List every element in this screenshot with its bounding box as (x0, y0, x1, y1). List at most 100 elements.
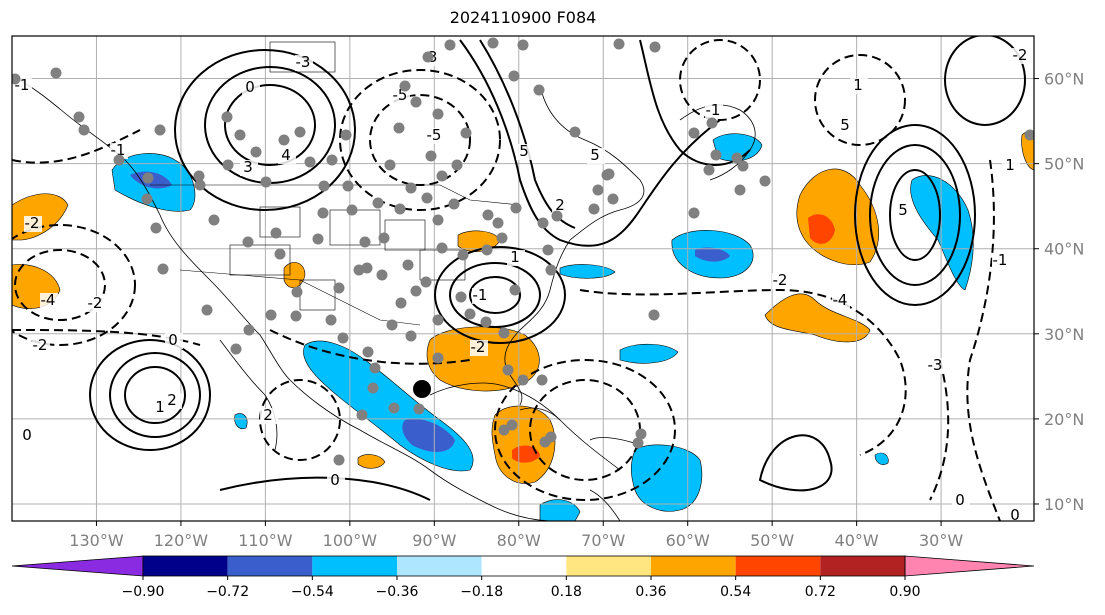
station-dot (421, 192, 433, 204)
station-dot (270, 227, 282, 239)
contour-label: 1 (850, 76, 868, 94)
station-dot (448, 198, 460, 210)
dashed-contours (12, 39, 1001, 521)
station-dot (444, 39, 456, 51)
station-dot (340, 129, 352, 141)
station-dot (222, 159, 234, 171)
contour-label: -2 (772, 271, 790, 289)
blue-area (712, 133, 763, 162)
station-dot (405, 182, 417, 194)
svg-text:5: 5 (590, 146, 600, 164)
blue-area (559, 264, 616, 279)
solid-contours (89, 36, 1026, 501)
svg-text:-1: -1 (706, 101, 721, 119)
svg-text:3: 3 (243, 158, 253, 176)
colorbar-segment (820, 556, 905, 576)
station-dot (703, 164, 715, 176)
contour-label: -2 (32, 336, 50, 354)
contour-label: 3 (240, 158, 258, 176)
colorbar-segment (651, 556, 736, 576)
station-dot (154, 124, 166, 136)
colorbar-segment (312, 556, 397, 576)
station-dot (359, 236, 371, 248)
station-dot (399, 80, 411, 92)
station-dot (290, 310, 302, 322)
station-dot (498, 327, 510, 339)
contour-label: -4 (832, 291, 850, 309)
svg-text:1: 1 (510, 248, 520, 266)
station-dot (436, 242, 448, 254)
svg-text:4: 4 (281, 146, 291, 164)
svg-text:0: 0 (168, 331, 178, 349)
station-dot (451, 159, 463, 171)
station-dot (230, 343, 242, 355)
contour-label: 2 (164, 391, 182, 409)
station-dot (710, 149, 722, 161)
station-dot (706, 117, 718, 129)
station-dot (542, 244, 554, 256)
station-dot (402, 259, 414, 271)
station-dot (265, 309, 277, 321)
contour-label: 0 (327, 471, 345, 489)
station-dot (362, 346, 374, 358)
colorbar-tick-label: 0.72 (805, 584, 836, 600)
station-dot (376, 269, 388, 281)
svg-text:0: 0 (22, 426, 32, 444)
station-dot (632, 437, 644, 449)
svg-text:1: 1 (853, 76, 863, 94)
station-dot (326, 154, 338, 166)
colorbar-tick-label: −0.72 (206, 584, 249, 600)
station-dot (635, 428, 647, 440)
lon-label: 120°W (154, 531, 209, 550)
lon-label: 70°W (581, 531, 625, 550)
lat-label: 10°N (1044, 495, 1084, 514)
station-dot (432, 214, 444, 226)
lon-label: 100°W (323, 531, 378, 550)
svg-text:0: 0 (955, 491, 965, 509)
station-dot (234, 129, 246, 141)
station-dot (545, 264, 557, 276)
contour-label: -3 (927, 356, 945, 374)
colorbar-segment (397, 556, 482, 576)
station-dot (460, 127, 472, 139)
svg-text:-4: -4 (833, 291, 848, 309)
station-dot (613, 38, 625, 50)
colorbar-tick-label: 0.90 (889, 584, 920, 600)
station-dot (337, 332, 349, 344)
svg-text:0: 0 (1010, 506, 1020, 524)
colorbar-tick-label: −0.18 (460, 584, 503, 600)
station-dot (432, 352, 444, 364)
station-dot (274, 248, 286, 260)
svg-text:0: 0 (330, 471, 340, 489)
contour-label: 2 (552, 196, 570, 214)
station-dot (260, 176, 272, 188)
station-dot (731, 152, 743, 164)
longitude-labels: 130°W 120°W 110°W 100°W 90°W 80°W 70°W 60°W 50°W… (69, 531, 963, 550)
station-dot (291, 286, 303, 298)
station-dot (157, 263, 169, 275)
svg-text:5: 5 (898, 201, 908, 219)
svg-text:-5: -5 (427, 126, 442, 144)
station-dot (413, 403, 425, 415)
blue-core (402, 418, 455, 452)
station-dot (432, 314, 444, 326)
station-dot (688, 127, 700, 139)
station-dot (502, 364, 514, 376)
station-dot (487, 37, 499, 49)
contour-label: -2 (87, 294, 105, 312)
colorbar-segment (227, 556, 313, 576)
contour-label: 5 (516, 142, 534, 160)
lon-label: 130°W (69, 531, 124, 550)
station-dot (395, 297, 407, 309)
station-dot (294, 126, 306, 138)
lon-label: 50°W (750, 531, 794, 550)
latitude-labels: 60°N 50°N 40°N 30°N 20°N 10°N (1044, 70, 1084, 514)
lat-label: 60°N (1044, 70, 1084, 89)
svg-text:-1: -1 (993, 251, 1008, 269)
svg-text:2: 2 (167, 391, 177, 409)
station-dot (533, 84, 545, 96)
station-dot (388, 402, 400, 414)
station-dot (517, 39, 529, 51)
colorbar: −0.90 −0.72 −0.54 −0.36 −0.18 0.18 0.36 0.54 0.7… (11, 555, 1035, 600)
